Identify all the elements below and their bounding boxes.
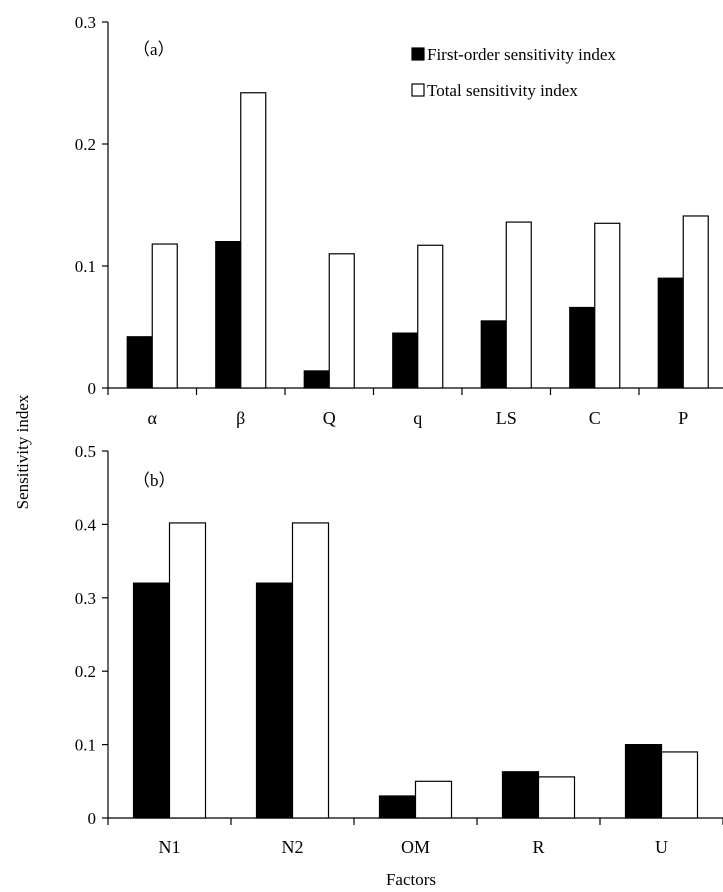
category-label: U xyxy=(655,837,668,857)
y-axis-title: Sensitivity index xyxy=(13,394,32,509)
bar-total xyxy=(151,243,178,389)
category-label: β xyxy=(236,408,245,428)
bar-first-order xyxy=(303,370,330,389)
category-label: Q xyxy=(323,408,336,428)
legend-swatch-total xyxy=(411,83,425,97)
bar-total xyxy=(168,522,207,819)
y-tick-label: 0.3 xyxy=(75,589,96,608)
bar-total xyxy=(537,776,576,819)
panel-label: （b） xyxy=(133,471,176,490)
legend-label: First-order sensitivity index xyxy=(427,45,616,64)
category-label: P xyxy=(678,408,688,428)
bar-first-order xyxy=(657,277,684,389)
panel-b: 0 0.1 0.2 0.3 0.4 0.5 N1 N2 OM R U （b） xyxy=(75,442,723,857)
y-tick-label: 0.2 xyxy=(75,135,96,154)
bar-total xyxy=(414,780,453,819)
bar-first-order xyxy=(569,306,596,389)
category-label: R xyxy=(532,837,544,857)
y-tick-label: 0.5 xyxy=(75,442,96,461)
bar-total xyxy=(291,522,330,819)
bar-first-order xyxy=(255,582,294,819)
y-tick-label: 0 xyxy=(88,809,97,828)
bar-total xyxy=(594,222,621,389)
bar-total xyxy=(240,92,267,389)
bar-first-order xyxy=(480,320,507,389)
bar-first-order xyxy=(215,241,242,389)
bar-first-order xyxy=(378,795,417,819)
category-label: N2 xyxy=(282,837,304,857)
category-label: q xyxy=(413,408,422,428)
legend-swatch-first-order xyxy=(411,47,425,61)
bar-total xyxy=(328,253,355,389)
bar-first-order xyxy=(392,332,419,389)
bar-total xyxy=(505,221,532,389)
category-label: OM xyxy=(401,837,430,857)
category-label: α xyxy=(148,408,158,428)
bar-total xyxy=(417,244,444,389)
category-label: LS xyxy=(496,408,517,428)
legend-label: Total sensitivity index xyxy=(427,81,578,100)
bar-total xyxy=(660,751,699,819)
y-tick-label: 0.1 xyxy=(75,257,96,276)
category-label: N1 xyxy=(159,837,181,857)
y-tick-label: 0.2 xyxy=(75,662,96,681)
y-tick-label: 0.3 xyxy=(75,13,96,32)
legend: First-order sensitivity index Total sensi… xyxy=(411,45,616,100)
bar-first-order xyxy=(132,582,171,819)
category-label: C xyxy=(589,408,601,428)
panel-label: （a） xyxy=(133,40,175,59)
y-tick-label: 0 xyxy=(88,379,97,398)
y-tick-label: 0.1 xyxy=(75,736,96,755)
bar-first-order xyxy=(501,771,540,819)
bar-first-order xyxy=(624,743,663,819)
y-tick-label: 0.4 xyxy=(75,515,97,534)
bar-total xyxy=(682,215,709,389)
x-axis-title: Factors xyxy=(386,870,436,889)
bar-first-order xyxy=(126,336,153,389)
